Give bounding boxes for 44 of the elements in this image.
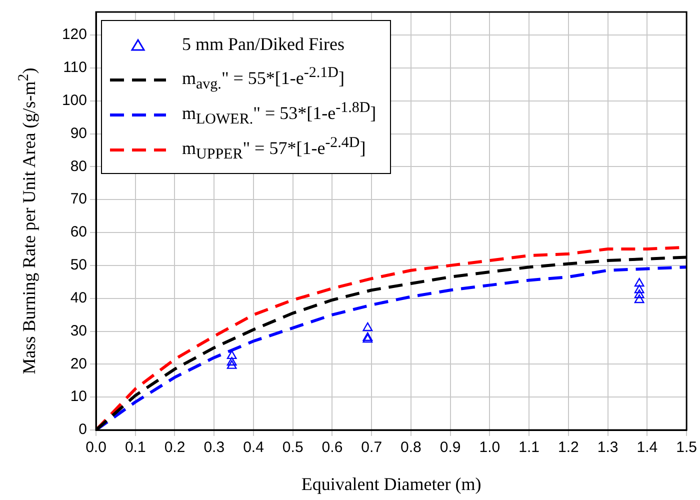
legend-label: m$_{avg.}$" = 55*[1-e$^{-2.1D}$] bbox=[182, 65, 344, 94]
x-tick-label: 0.4 bbox=[243, 439, 264, 456]
x-tick-label: 0.2 bbox=[164, 439, 186, 456]
y-tick-label: 20 bbox=[70, 355, 87, 372]
point bbox=[226, 360, 237, 369]
y-tick-label: 40 bbox=[70, 289, 87, 306]
legend-label: m$_{UPPER}$" = 57*[1-e$^{-2.4D}$] bbox=[182, 135, 366, 164]
point bbox=[634, 294, 644, 304]
y-tick-label: 50 bbox=[70, 256, 87, 274]
y-tick-label: 90 bbox=[70, 124, 87, 142]
x-tick-label: 1.1 bbox=[518, 439, 540, 456]
x-tick-label: 0.5 bbox=[282, 439, 304, 456]
x-tick-label: 1.4 bbox=[636, 439, 658, 456]
x-tick-label: 0.6 bbox=[322, 439, 343, 456]
x-tick-label: 0.0 bbox=[86, 439, 106, 456]
legend-label: m$_{LOWER.}$" = 53*[1-e$^{-1.8D}$] bbox=[182, 100, 376, 129]
y-tick-label: 110 bbox=[63, 59, 87, 76]
y-tick-label: 30 bbox=[70, 322, 87, 340]
y-tick-label: 100 bbox=[62, 92, 87, 110]
point bbox=[362, 332, 373, 341]
y-tick-label: 70 bbox=[70, 190, 87, 208]
y-tick-label: 80 bbox=[70, 158, 87, 175]
x-tick-label: 0.1 bbox=[124, 439, 146, 456]
x-tick-label: 0.3 bbox=[204, 439, 225, 456]
x-axis-title: Equivalent Diameter (m) bbox=[301, 474, 482, 494]
point bbox=[634, 278, 644, 287]
legend-label: 5 mm Pan/Diked Fires bbox=[182, 34, 344, 55]
x-tick-label: 1.0 bbox=[479, 439, 500, 456]
x-tick-label: 1.2 bbox=[558, 439, 579, 456]
x-tick-label: 1.5 bbox=[676, 439, 698, 456]
y-tick-label: 60 bbox=[70, 224, 87, 241]
point bbox=[362, 334, 373, 343]
x-tick-label: 0.7 bbox=[361, 439, 382, 456]
point bbox=[226, 356, 237, 366]
x-tick-label: 0.9 bbox=[440, 439, 461, 456]
y-tick-label: 0 bbox=[78, 421, 87, 438]
point bbox=[226, 350, 237, 360]
x-tick-label: 1.3 bbox=[597, 439, 618, 456]
y-tick-label: 10 bbox=[70, 388, 87, 406]
point bbox=[634, 289, 644, 298]
x-tick-label: 0.8 bbox=[400, 439, 422, 456]
point bbox=[362, 322, 373, 332]
y-tick-label: 120 bbox=[62, 26, 87, 44]
point bbox=[634, 284, 644, 294]
